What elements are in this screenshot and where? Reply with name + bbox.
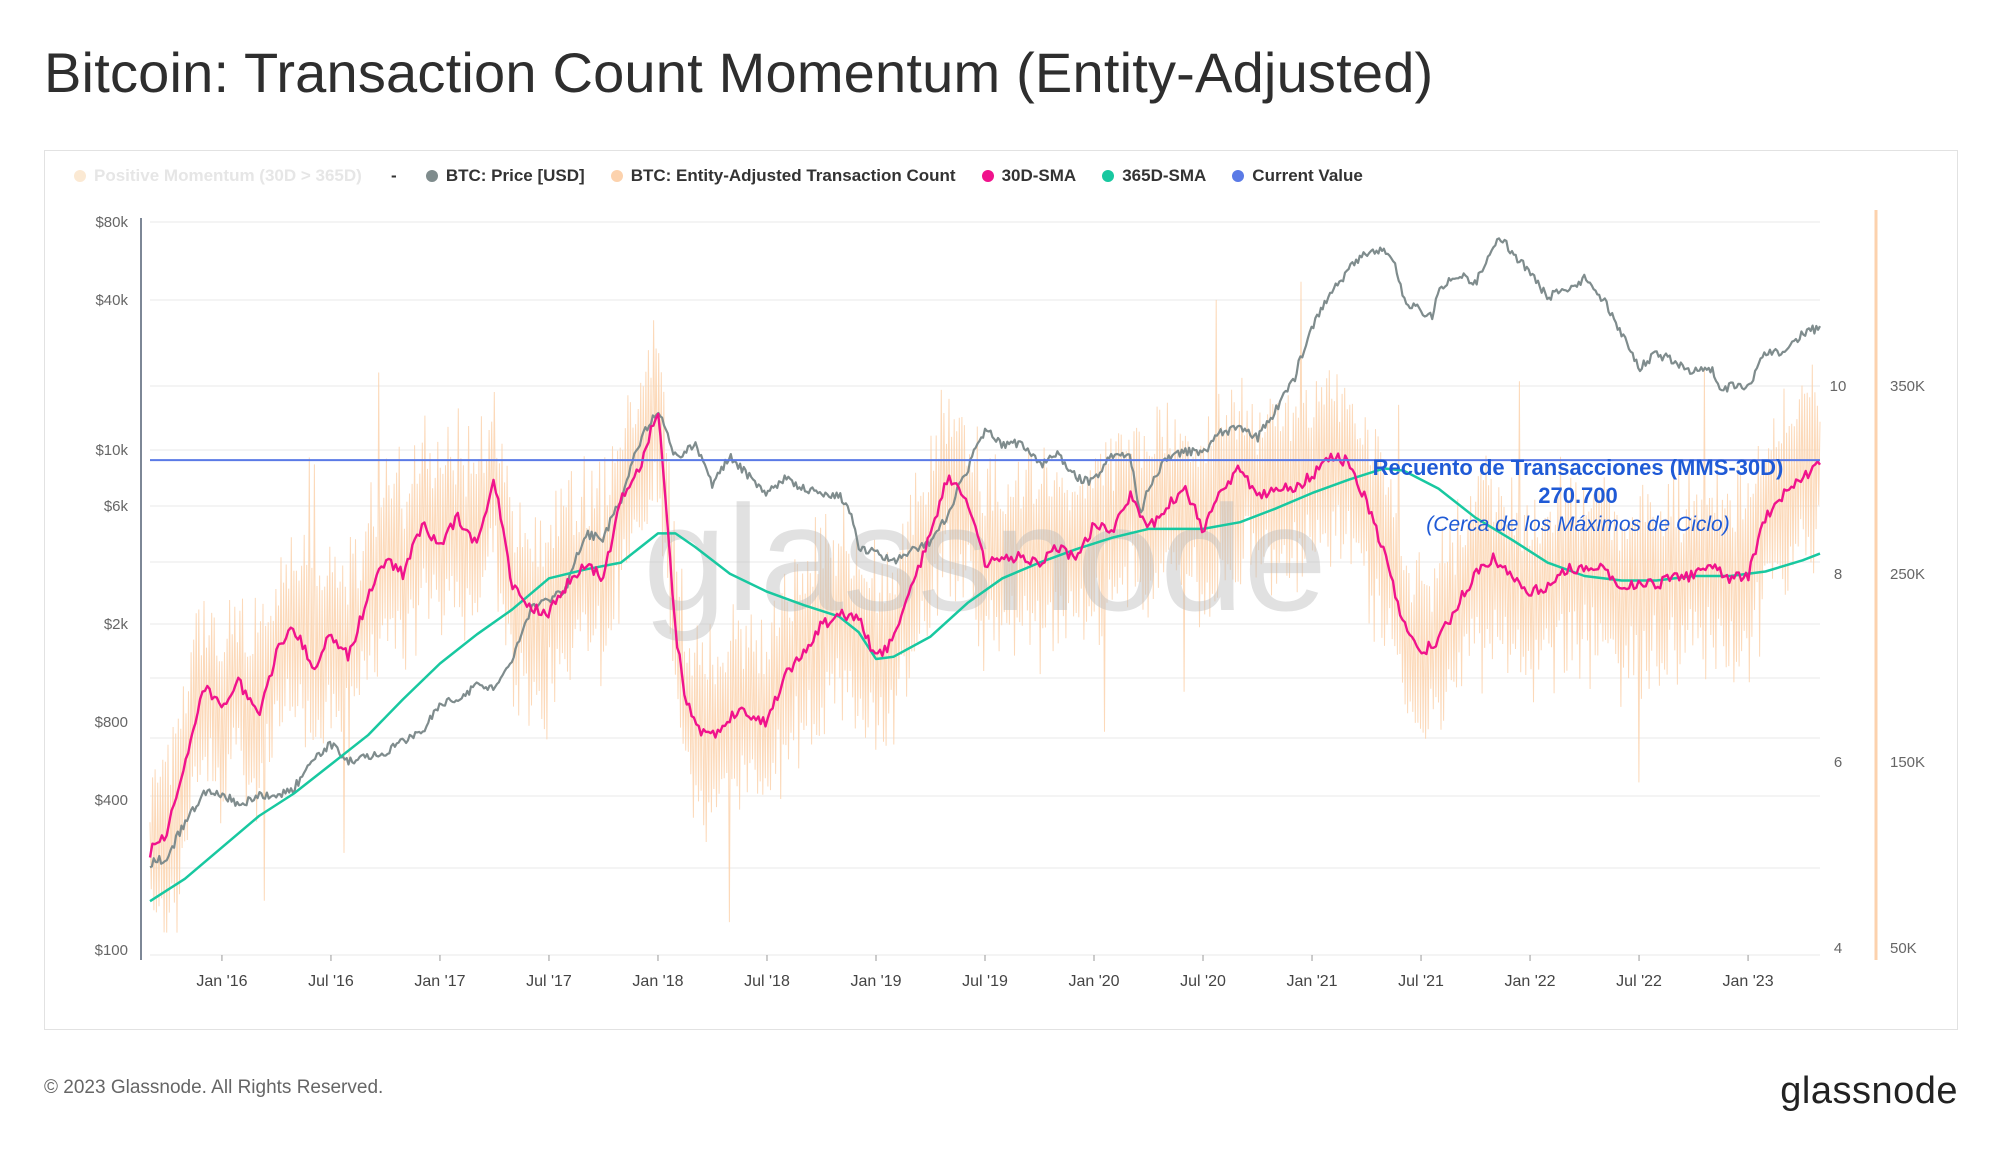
- annotation-note: (Cerca de los Máximos de Ciclo): [1426, 513, 1729, 536]
- legend-item[interactable]: 365D-SMA: [1102, 166, 1206, 186]
- price-line: [149, 237, 1821, 869]
- sma30-line: [148, 412, 1821, 858]
- legend-label: 365D-SMA: [1122, 166, 1207, 185]
- left-tick-label: $80k: [95, 214, 128, 231]
- page-title: Bitcoin: Transaction Count Momentum (Ent…: [44, 41, 1434, 104]
- middle-tick-label: 8: [1834, 566, 1842, 583]
- x-tick-label: Jan '22: [1504, 973, 1555, 990]
- x-tick-label: Jan '16: [196, 973, 247, 990]
- watermark: glassnode: [643, 474, 1327, 642]
- x-tick-label: Jul '17: [526, 973, 572, 990]
- legend-dot-icon: [1102, 170, 1115, 182]
- left-tick-label: $400: [95, 792, 128, 809]
- right-tick-label: 250K: [1890, 566, 1925, 583]
- middle-tick-label: 4: [1834, 940, 1842, 957]
- legend-dot-icon: [1232, 170, 1245, 182]
- legend-dot-icon: [981, 170, 994, 182]
- x-tick-label: Jan '21: [1286, 973, 1337, 990]
- left-tick-label: $2k: [104, 616, 129, 633]
- x-tick-label: Jul '19: [962, 973, 1008, 990]
- legend-item[interactable]: BTC: Entity-Adjusted Transaction Count: [610, 166, 956, 186]
- dash-icon: -: [390, 166, 397, 185]
- legend-label: Current Value: [1252, 166, 1363, 185]
- left-tick-label: $800: [95, 714, 128, 731]
- left-tick-label: $40k: [95, 292, 128, 309]
- x-tick-label: Jul '18: [744, 973, 790, 990]
- middle-tick-label: 10: [1830, 378, 1847, 395]
- x-tick-label: Jan '19: [850, 973, 901, 990]
- legend-item[interactable]: Current Value: [1232, 166, 1363, 186]
- x-tick-label: Jan '18: [632, 973, 683, 990]
- legend-label: 30D-SMA: [1001, 166, 1077, 185]
- x-tick-label: Jan '23: [1723, 973, 1774, 990]
- legend-label: BTC: Entity-Adjusted Transaction Count: [630, 166, 956, 185]
- copyright-footer: © 2023 Glassnode. All Rights Reserved.: [44, 1077, 384, 1098]
- chart-frame: [44, 150, 1958, 1030]
- annotation-value: 270.700: [1538, 483, 1618, 508]
- x-tick-label: Jan '20: [1068, 973, 1119, 990]
- legend-item[interactable]: 30D-SMA: [981, 166, 1077, 186]
- middle-tick-label: 6: [1834, 754, 1842, 771]
- annotation-title: Recuento de Transacciones (MMS-30D): [1373, 455, 1784, 480]
- right-tick-label: 50K: [1890, 940, 1917, 957]
- legend-dot-icon: [610, 170, 623, 182]
- legend-dot-icon: [74, 170, 86, 182]
- brand-logo: glassnode: [1780, 1070, 1958, 1112]
- sma365-line: [149, 467, 1821, 903]
- x-tick-label: Jul '16: [308, 973, 354, 990]
- legend-item[interactable]: -: [388, 166, 400, 186]
- legend-item[interactable]: Positive Momentum (30D > 365D): [74, 166, 362, 186]
- legend-dot-icon: [425, 170, 438, 182]
- right-tick-label: 350K: [1890, 378, 1925, 395]
- chart-legend: Positive Momentum (30D > 365D) - BTC: Pric…: [74, 166, 1363, 186]
- x-tick-label: Jul '21: [1398, 973, 1444, 990]
- legend-item[interactable]: BTC: Price [USD]: [425, 166, 585, 186]
- x-tick-label: Jul '20: [1180, 973, 1226, 990]
- tx-count-raw-line: [149, 281, 1821, 933]
- left-tick-label: $6k: [104, 498, 129, 515]
- left-tick-label: $10k: [95, 442, 128, 459]
- x-tick-label: Jan '17: [414, 973, 465, 990]
- legend-label: Positive Momentum (30D > 365D): [94, 166, 362, 185]
- legend-label: BTC: Price [USD]: [445, 166, 585, 185]
- x-tick-label: Jul '22: [1616, 973, 1662, 990]
- left-tick-label: $100: [95, 942, 128, 959]
- right-tick-label: 150K: [1890, 754, 1925, 771]
